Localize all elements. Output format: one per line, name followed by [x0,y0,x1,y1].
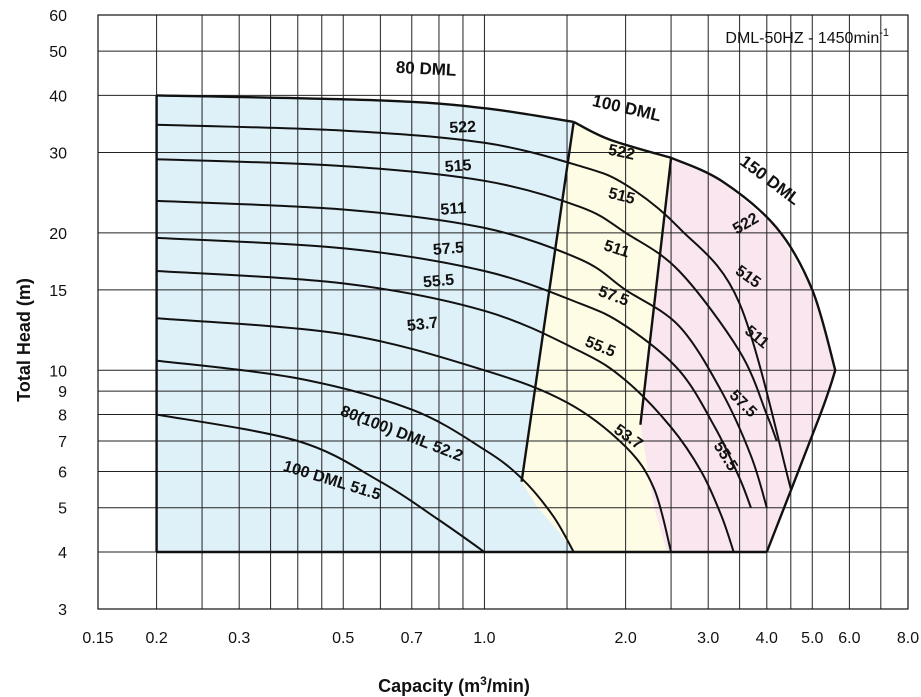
y-tick-label: 40 [49,88,67,105]
x-tick-label: 8.0 [897,630,919,647]
y-tick-label: 3 [58,602,67,619]
y-tick-label: 30 [49,145,67,162]
y-axis-title: Total Head (m) [14,278,34,402]
y-tick-label: 7 [58,434,67,451]
curve-80-dml-53-7 [156,317,673,553]
performance-curves [156,123,792,553]
curve-80-dml-522 [156,123,792,490]
boundary-100-top [573,120,672,159]
boundary-80-100-divider [520,121,575,482]
y-tick-label: 60 [49,8,67,25]
curve-label-53-7: 53.7 [406,314,439,335]
regions [156,95,836,553]
curve-label-55-5: 55.5 [422,272,455,292]
series-label-80-dml: 80 DML [395,58,456,80]
curve-label-515: 515 [444,157,472,176]
x-tick-label: 6.0 [838,630,860,647]
x-tick-label: 0.3 [228,630,250,647]
x-tick-label: 5.0 [801,630,823,647]
curve-label-522: 522 [449,119,477,137]
x-tick-label: 0.15 [82,630,113,647]
curve-80-dml-55-5 [156,270,735,553]
curve-label-511: 511 [440,200,467,219]
x-tick-label: 2.0 [614,630,636,647]
curve-100-dml-51-5 [156,413,485,553]
x-axis-title-sup: 3 [480,674,487,688]
boundary-100-150-divider [639,157,673,425]
curve-80-100-dml-52-2 [156,359,575,553]
x-axis-title-tail: /min) [487,676,530,696]
plot-frame [97,14,909,610]
curve-label-57-5: 57.5 [432,239,465,259]
region-80-dml [156,95,574,553]
curve-80-dml-57-5 [156,236,752,509]
x-tick-label: 4.0 [756,630,778,647]
series-label-100-dml: 100 DML [591,91,663,125]
annotation: DML-50HZ - 1450min-1 [725,27,889,47]
x-tick-label: 0.7 [401,630,423,647]
x-axis-title-main: Capacity (m [378,676,480,696]
region-150-dml [640,157,836,553]
curve-80-dml-515 [156,158,778,442]
y-tick-label: 20 [49,226,67,243]
y-tick-label: 15 [49,283,67,300]
x-tick-label: 0.2 [145,630,167,647]
annotation-sup: -1 [879,27,889,39]
curve-label-515: 515 [607,185,637,208]
y-tick-label: 10 [49,363,67,380]
y-tick-label: 9 [58,384,67,401]
y-tick-label: 4 [58,545,67,562]
x-tick-label: 0.5 [332,630,354,647]
boundary-150-right-lower [765,369,837,553]
boundary-80-top [156,94,574,124]
region-boundaries [155,94,837,554]
y-tick-label: 5 [58,501,67,518]
boundary-150-top [670,156,837,371]
y-tick-label: 8 [58,408,67,425]
curve-80-dml-511 [156,199,768,508]
y-tick-label: 50 [49,44,67,61]
svg-text:DML-50HZ - 1450min-1: DML-50HZ - 1450min-1 [725,27,889,47]
y-tick-label: 6 [58,465,67,482]
x-axis-title: Capacity (m3/min) [378,674,530,696]
annotation-main: DML-50HZ - 1450min [725,30,879,47]
x-tick-label: 3.0 [697,630,719,647]
curve-label-522: 522 [607,142,637,164]
tick-labels: 0.15 0.2 0.3 0.5 0.7 1.0 2.0 3.0 4.0 5.0 6.0 8.0 3 4 5… [49,8,919,647]
x-tick-label: 1.0 [473,630,495,647]
